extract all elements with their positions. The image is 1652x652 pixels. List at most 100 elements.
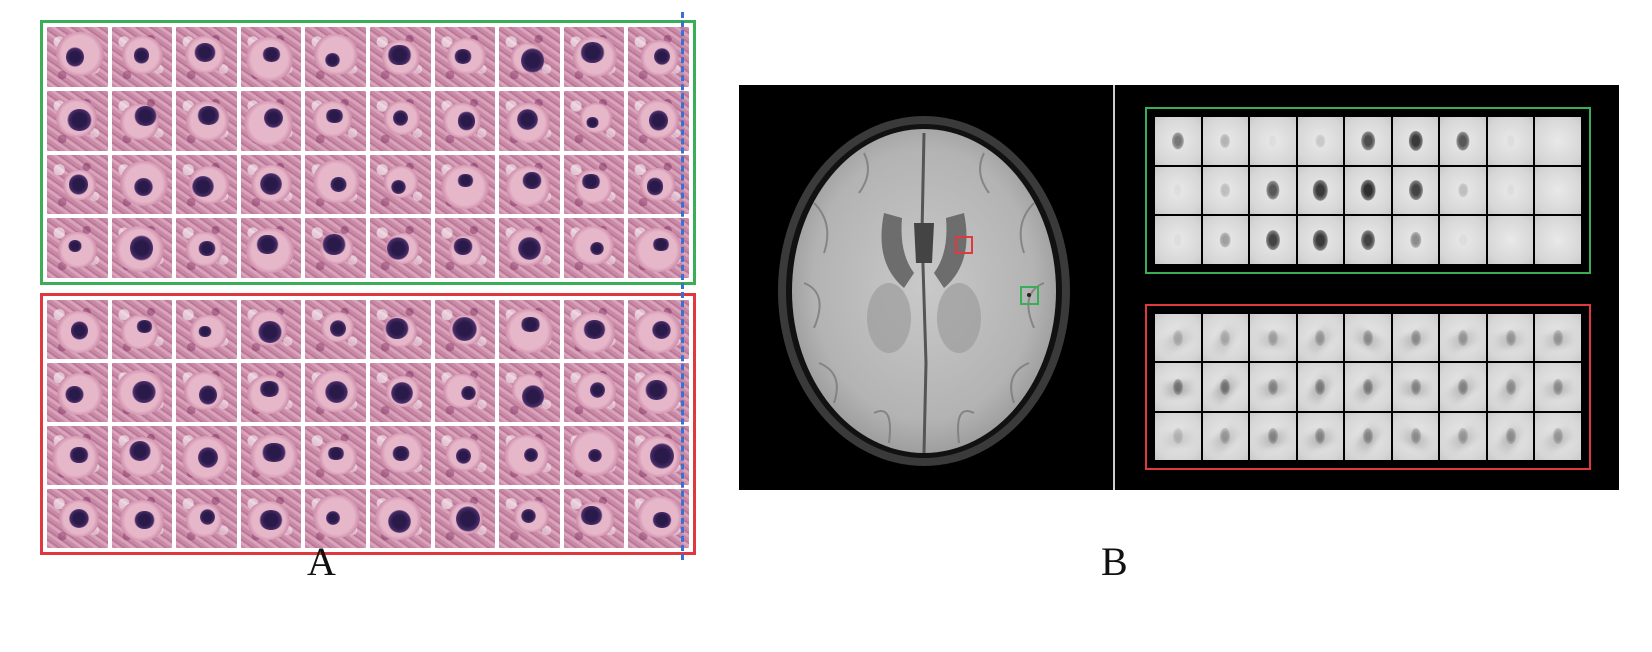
histology-tile: [305, 426, 366, 485]
tile-grid: [47, 300, 689, 548]
mri-patch: [1345, 412, 1391, 460]
nucleus: [385, 318, 409, 340]
histology-tile: [628, 90, 689, 151]
histology-tile: [176, 218, 237, 278]
nucleus: [330, 176, 348, 193]
nucleus: [387, 44, 412, 66]
histology-tile: [47, 218, 108, 278]
mri-patch: [1345, 314, 1391, 362]
nucleus: [130, 234, 154, 261]
histology-tile: [305, 489, 366, 548]
mri-patch: [1202, 363, 1249, 411]
cmb-histology-grid: [40, 20, 696, 285]
nucleus: [330, 320, 346, 338]
histology-tile: [434, 300, 496, 359]
nucleus: [456, 173, 475, 188]
mri-patch: [1202, 166, 1249, 215]
nucleus: [133, 510, 156, 529]
patch-blob: [1410, 428, 1421, 445]
mri-patch: [1440, 363, 1486, 411]
nucleus: [65, 47, 84, 67]
histology-tile: [369, 300, 431, 359]
histology-tile: [176, 27, 237, 87]
nucleus: [259, 172, 282, 196]
histology-tile: [111, 300, 173, 359]
nucleus: [654, 47, 670, 66]
mri-patch: [1297, 363, 1344, 411]
mri-patch: [1155, 216, 1201, 264]
panel-label-b: B: [1101, 539, 1128, 584]
patch-blob: [1458, 378, 1469, 396]
nucleus: [521, 384, 544, 408]
mri-patch: [1440, 216, 1486, 264]
histology-tile: [47, 154, 108, 215]
nucleus: [256, 234, 279, 255]
nucleus: [263, 108, 283, 129]
patch-blob: [1315, 378, 1326, 396]
histology-tile: [176, 154, 237, 215]
patch-blob: [1553, 378, 1564, 396]
histology-tile: [47, 27, 108, 87]
nucleus: [517, 236, 541, 260]
mri-patch: [1250, 314, 1296, 362]
nucleus: [325, 511, 341, 526]
nucleus: [648, 110, 669, 131]
histology-tile: [176, 300, 237, 359]
nucleus: [193, 42, 217, 62]
patch-blob: [1267, 378, 1278, 396]
cmb-mri-patches: [1145, 107, 1591, 274]
histology-tile: [369, 90, 431, 151]
histology-tile: [305, 154, 366, 215]
mri-patch: [1202, 117, 1249, 165]
nucleus: [132, 380, 156, 404]
histology-tile: [305, 300, 366, 359]
nucleus: [393, 110, 409, 127]
histology-tile: [628, 363, 689, 422]
nucleus: [652, 512, 673, 529]
histology-tile: [111, 363, 173, 422]
mri-patch: [1535, 314, 1581, 362]
mri-patch: [1250, 117, 1296, 165]
patch-blob: [1173, 234, 1183, 247]
mri-patch: [1487, 412, 1534, 460]
patch-blob: [1458, 428, 1469, 445]
histology-tile: [369, 218, 431, 278]
mri-patch: [1535, 166, 1581, 215]
patch-blob: [1265, 230, 1280, 251]
nucleus: [583, 320, 607, 339]
histology-tile: [47, 426, 108, 485]
histology-tile: [111, 154, 173, 215]
nucleus: [259, 509, 284, 530]
nucleus: [585, 117, 600, 129]
histology-tile: [176, 363, 237, 422]
patch-blob: [1266, 181, 1280, 200]
panel-divider: [681, 12, 684, 560]
nucleus: [579, 505, 603, 526]
nucleus: [391, 446, 410, 461]
mri-patch: [1440, 166, 1486, 215]
mri-patch: [1297, 412, 1344, 460]
patch-blob: [1267, 428, 1278, 445]
mri-patch: [1392, 166, 1439, 215]
mri-patch: [1155, 412, 1201, 460]
nucleus: [649, 442, 674, 470]
patch-blob: [1172, 428, 1183, 445]
patch-blob: [1172, 329, 1183, 346]
histology-tile: [240, 27, 302, 87]
histology-tile: [628, 489, 689, 548]
patch-blob: [1553, 329, 1564, 346]
histology-tile: [628, 27, 689, 87]
histology-tile: [47, 300, 108, 359]
histology-tile: [563, 426, 625, 485]
histology-tile: [628, 300, 689, 359]
brain-mri-slice: [778, 116, 1070, 466]
nucleus: [322, 234, 347, 255]
nucleus: [589, 381, 605, 399]
histology-tile: [628, 218, 689, 278]
histology-tile: [111, 489, 173, 548]
mri-patch: [1487, 166, 1534, 215]
nucleus: [455, 447, 472, 465]
patch-blob: [1360, 230, 1375, 251]
histology-tile: [305, 218, 366, 278]
histology-tile: [499, 154, 560, 215]
